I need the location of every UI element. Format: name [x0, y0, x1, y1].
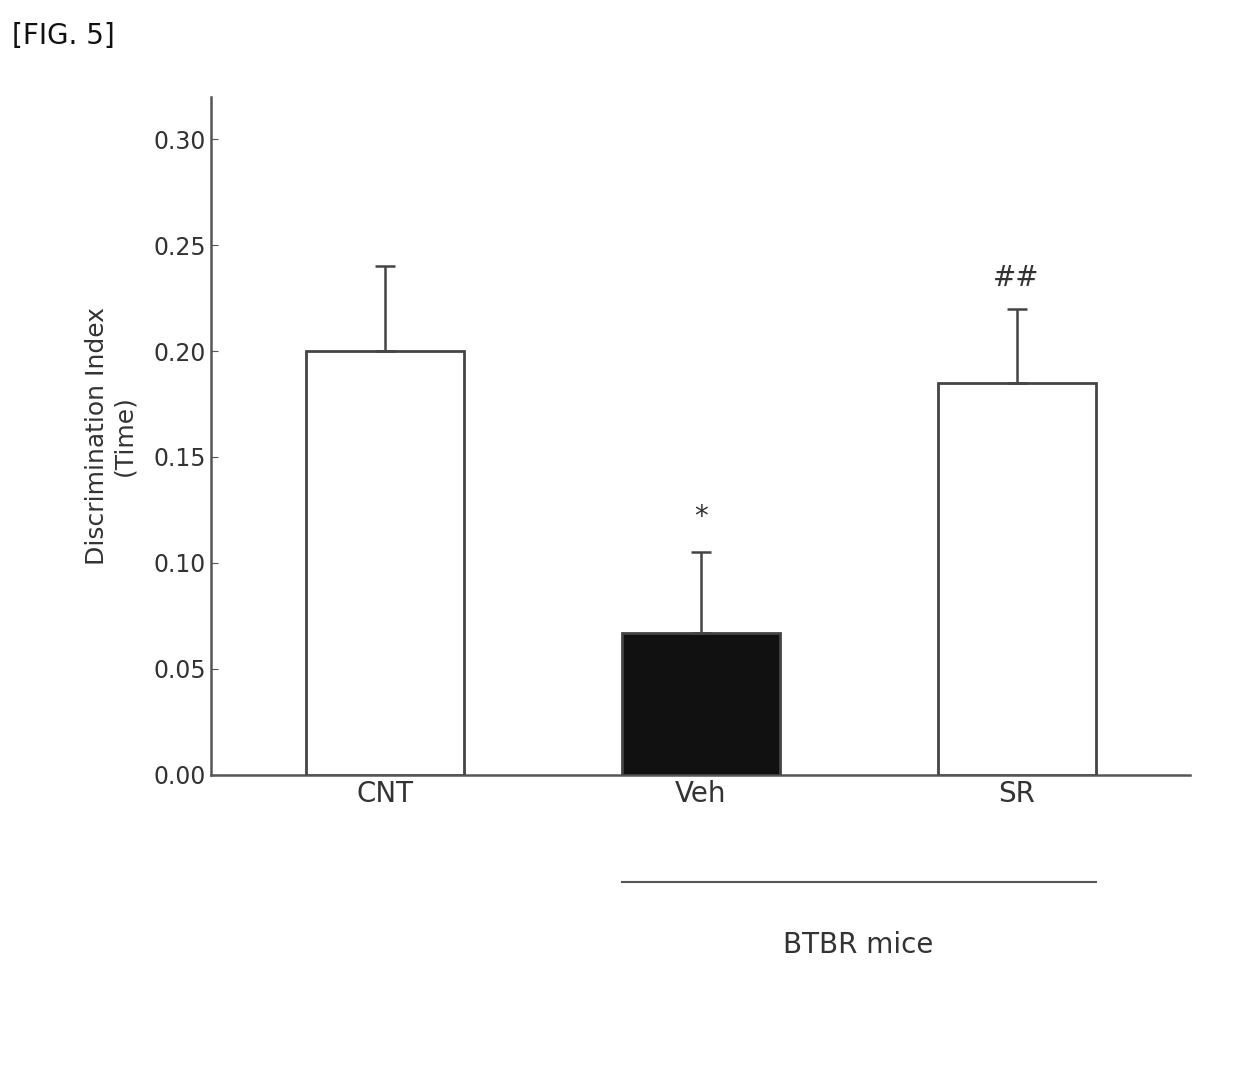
Bar [305, 351, 464, 775]
Text: [FIG. 5]: [FIG. 5] [12, 22, 115, 49]
Text: *: * [693, 504, 708, 532]
Text: BTBR mice: BTBR mice [784, 931, 934, 959]
Text: ##: ## [993, 264, 1040, 292]
Bar [937, 383, 1096, 775]
Bar [621, 633, 780, 775]
Y-axis label: Discrimination Index
(Time): Discrimination Index (Time) [84, 307, 136, 565]
